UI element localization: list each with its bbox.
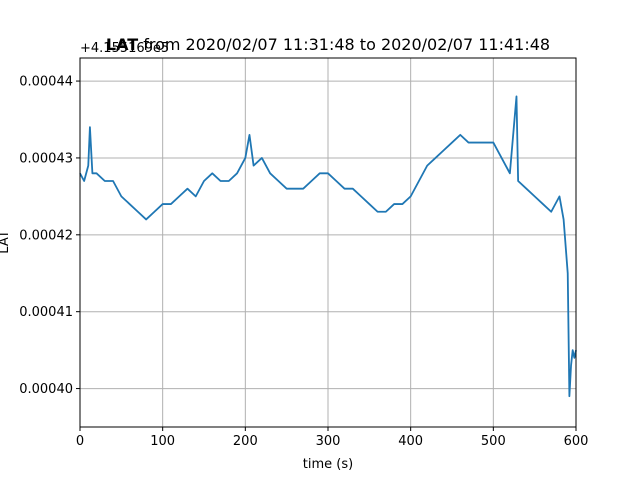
plot-area bbox=[79, 57, 577, 428]
y-tick-label: 0.00044 bbox=[19, 75, 73, 90]
x-tick-label: 600 bbox=[564, 434, 589, 449]
y-tick-label: 0.00041 bbox=[19, 305, 73, 320]
y-axis-ticks: 0.00040 0.00041 0.00042 0.00043 0.00044 bbox=[19, 75, 80, 397]
chart-title: LAT from 2020/02/07 11:31:48 to 2020/02/… bbox=[106, 35, 550, 54]
chart-title-rest: from 2020/02/07 11:31:48 to 2020/02/07 1… bbox=[138, 35, 550, 54]
series-group bbox=[79, 95, 577, 398]
grid-lines bbox=[79, 58, 577, 427]
x-tick-label: 500 bbox=[481, 434, 506, 449]
x-tick-label: 400 bbox=[398, 434, 423, 449]
y-offset-text: +4.155169e5 bbox=[80, 41, 169, 56]
y-tick-label: 0.00043 bbox=[19, 151, 73, 166]
x-axis-label: time (s) bbox=[303, 457, 353, 472]
series-line bbox=[79, 95, 577, 398]
chart-title-variable: LAT bbox=[106, 35, 138, 54]
x-tick-label: 100 bbox=[150, 434, 175, 449]
y-tick-label: 0.00042 bbox=[19, 228, 73, 243]
x-tick-label: 200 bbox=[233, 434, 258, 449]
x-axis-ticks: 0 100 200 300 400 500 600 bbox=[76, 427, 589, 449]
y-axis-label: LAT bbox=[0, 230, 12, 253]
y-tick-label: 0.00040 bbox=[19, 382, 73, 397]
x-tick-label: 0 bbox=[76, 434, 84, 449]
x-tick-label: 300 bbox=[316, 434, 341, 449]
